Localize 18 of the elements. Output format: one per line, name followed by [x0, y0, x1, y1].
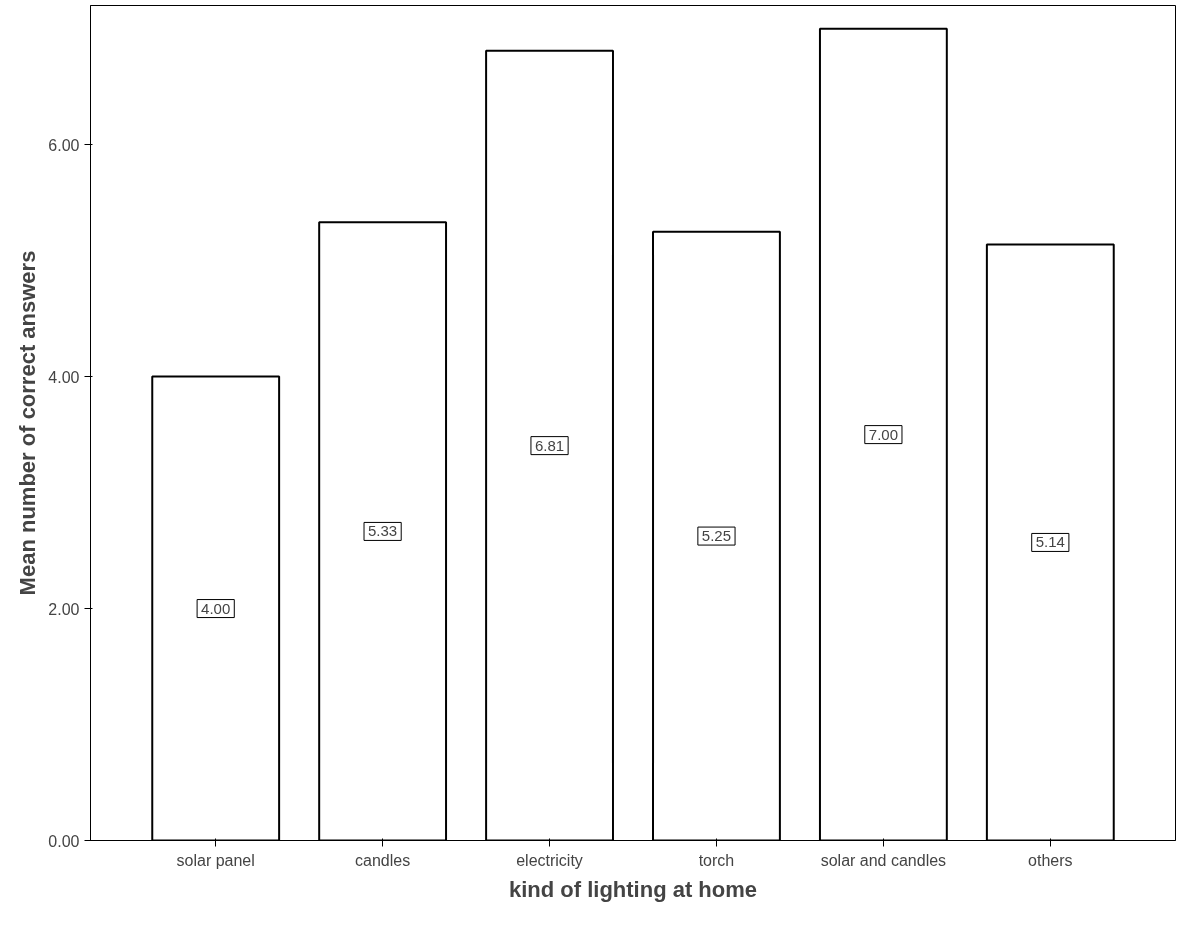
x-tick-label: electricity [516, 851, 583, 869]
data-label: 7.00 [868, 425, 898, 443]
data-label: 5.33 [368, 522, 398, 540]
data-label: 4.00 [201, 599, 231, 617]
x-tick-label: solar panel [176, 851, 255, 869]
y-axis-title: Mean number of correct answers [15, 250, 41, 596]
x-tick-label: others [1028, 851, 1073, 869]
data-label: 5.25 [701, 527, 732, 545]
y-tick-label: 6.00 [48, 136, 80, 154]
x-tick-label: torch [698, 851, 735, 869]
x-tick-label: candles [355, 851, 411, 869]
x-axis-title: kind of lighting at home [508, 876, 758, 902]
y-tick-label: 4.00 [48, 368, 80, 386]
x-tick-label: solar and candles [820, 851, 947, 869]
y-tick-label: 2.00 [48, 600, 80, 618]
data-label: 6.81 [534, 436, 565, 454]
data-label: 5.14 [1035, 533, 1065, 551]
y-tick-label: 0.00 [48, 832, 80, 850]
